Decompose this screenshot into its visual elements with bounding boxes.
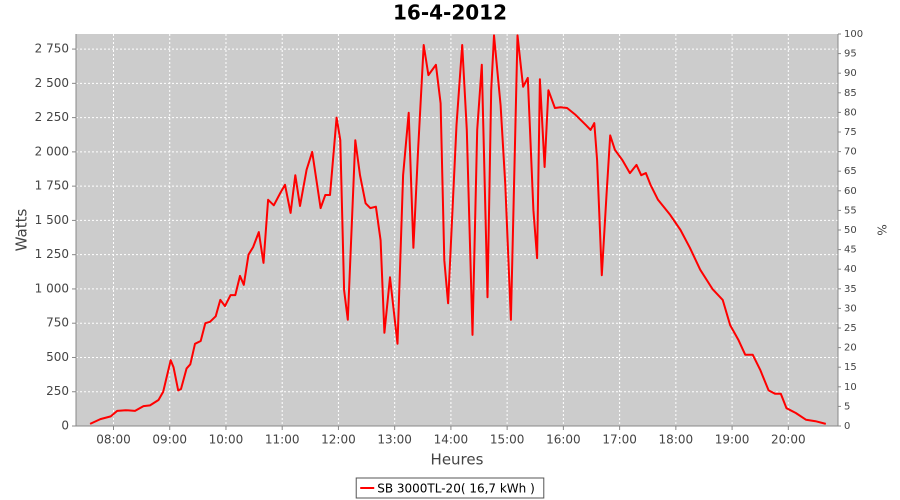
y-tick-label: 2 500 <box>35 76 69 90</box>
y2-tick-label: 0 <box>844 421 850 432</box>
x-tick-label: 09:00 <box>152 433 187 447</box>
y-tick-label: 2 750 <box>35 42 69 56</box>
x-tick-label: 15:00 <box>490 433 525 447</box>
y2-tick-label: 35 <box>844 284 857 295</box>
data-line <box>89 34 827 425</box>
y2-tick-label: 95 <box>844 49 857 60</box>
y-tick-label: 2 250 <box>35 110 69 124</box>
y2-tick-label: 75 <box>844 127 857 138</box>
x-axis-label: Heures <box>431 451 484 469</box>
y2-tick-label: 80 <box>844 107 857 118</box>
legend: SB 3000TL-20( 16,7 kWh ) <box>355 477 545 499</box>
legend-label: SB 3000TL-20( 16,7 kWh ) <box>377 482 535 496</box>
y2-tick-label: 45 <box>844 245 857 256</box>
plot-background <box>76 34 838 426</box>
y2-tick-label: 30 <box>844 303 857 314</box>
y2-axis-label: % <box>875 224 889 235</box>
x-tick-label: 12:00 <box>321 433 356 447</box>
y-axis-label: Watts <box>13 209 31 252</box>
x-tick-label: 17:00 <box>602 433 637 447</box>
x-tick-label: 16:00 <box>546 433 581 447</box>
y-tick-label: 1 500 <box>35 213 69 227</box>
x-tick-label: 14:00 <box>434 433 469 447</box>
y2-tick-label: 60 <box>844 186 857 197</box>
y2-tick-label: 5 <box>844 401 850 412</box>
x-tick-label: 18:00 <box>659 433 694 447</box>
x-tick-label: 11:00 <box>265 433 300 447</box>
y-tick-label: 0 <box>61 419 69 433</box>
y2-tick-label: 55 <box>844 205 857 216</box>
legend-box <box>355 477 545 499</box>
x-tick-label: 13:00 <box>377 433 412 447</box>
y2-tick-label: 40 <box>844 264 857 275</box>
x-tick-label: 08:00 <box>96 433 131 447</box>
y-tick-label: 250 <box>46 384 69 398</box>
y-tick-label: 1 250 <box>35 247 69 261</box>
y-tick-label: 1 750 <box>35 179 69 193</box>
chart-title: 16-4-2012 <box>393 1 507 25</box>
y-tick-label: 500 <box>46 350 69 364</box>
x-tick-label: 20:00 <box>771 433 806 447</box>
y2-tick-label: 100 <box>844 29 863 40</box>
y2-tick-label: 20 <box>844 343 857 354</box>
y2-tick-label: 15 <box>844 362 857 373</box>
y2-tick-label: 10 <box>844 382 857 393</box>
y2-tick-label: 90 <box>844 68 857 79</box>
y-tick-label: 1 000 <box>35 281 69 295</box>
y-tick-label: 2 000 <box>35 144 69 158</box>
x-tick-label: 10:00 <box>209 433 244 447</box>
y2-tick-label: 85 <box>844 88 857 99</box>
x-tick-label: 19:00 <box>715 433 750 447</box>
y2-tick-label: 70 <box>844 147 857 158</box>
y2-tick-label: 65 <box>844 166 857 177</box>
y2-tick-label: 25 <box>844 323 857 334</box>
y2-tick-label: 50 <box>844 225 857 236</box>
y-tick-label: 750 <box>46 316 69 330</box>
